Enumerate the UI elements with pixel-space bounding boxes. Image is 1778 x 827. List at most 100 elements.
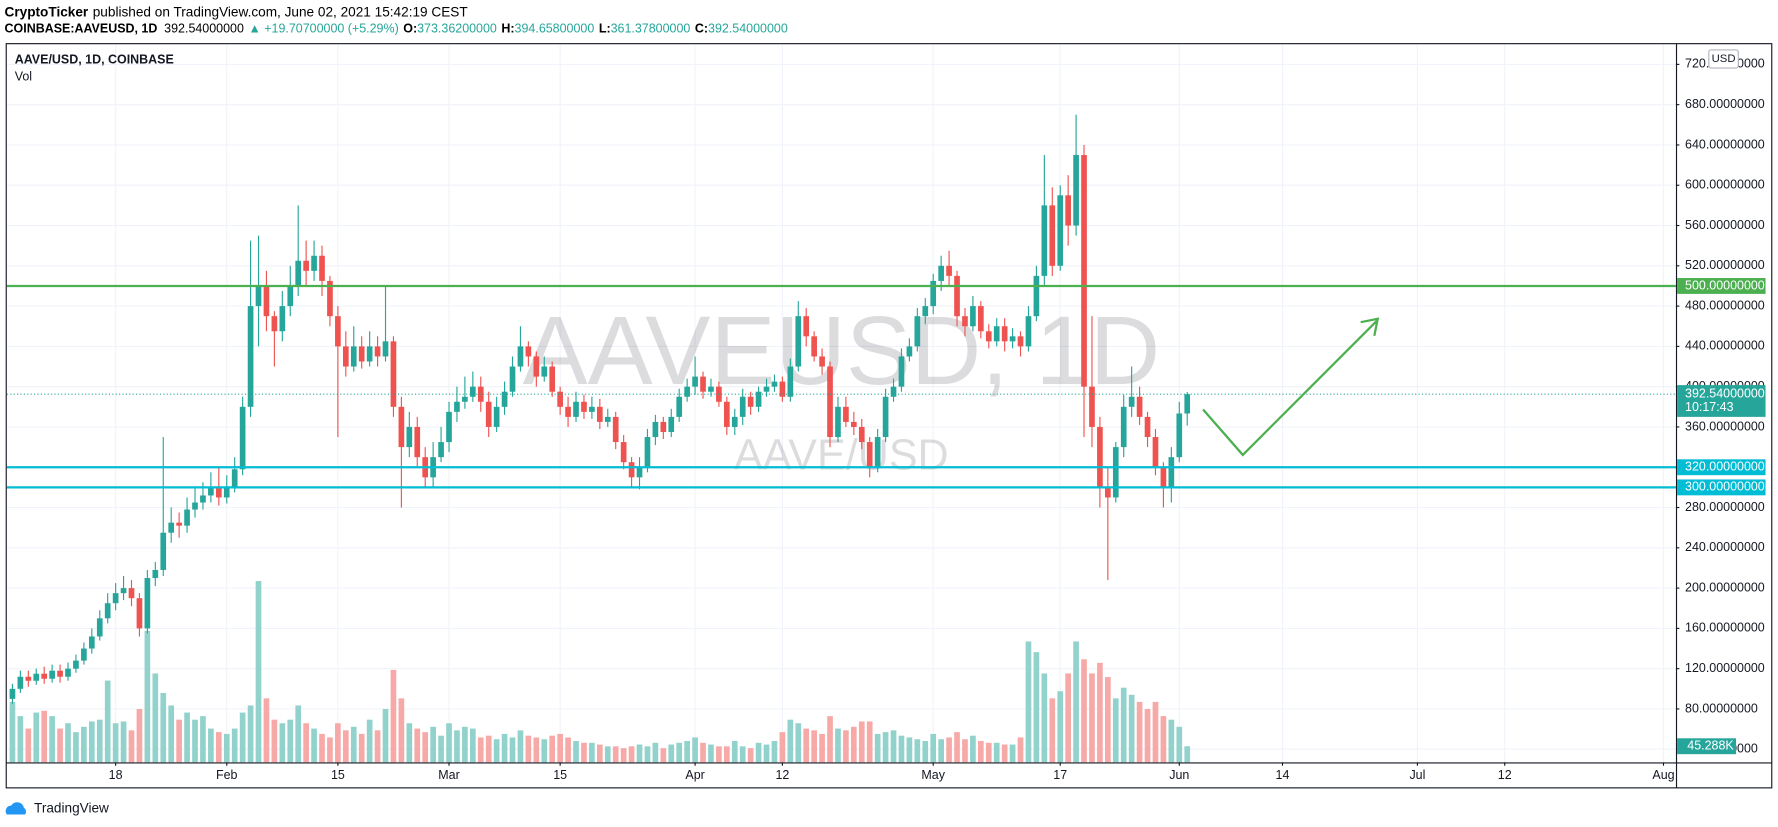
candle-body [144,578,151,629]
volume-bar [176,719,182,763]
legend-volume[interactable]: Vol [15,69,32,83]
level-label: 320.00000000 [1685,460,1765,474]
drawing-arrow [1202,317,1380,457]
candle-body [382,341,389,357]
volume-bar [604,746,611,763]
volume-bar [311,728,317,763]
symbol-line: COINBASE:AAVEUSD, 1D 392.54000000 ▲ +19.70… [5,22,788,36]
volume-bar [811,730,817,763]
candle-body [747,396,754,407]
candle-body [1136,396,1143,417]
candle-body [1184,394,1191,414]
candle-body [533,356,540,377]
footer-brand[interactable]: TradingView [34,800,109,815]
candle-body [604,416,611,422]
candle-body [914,316,921,347]
candle-body [589,406,595,412]
volume-bar [279,723,286,763]
x-tick-label: Apr [685,768,704,782]
currency[interactable]: USD [1712,53,1736,65]
candle-body [96,618,103,637]
candle-body [255,285,262,307]
candle-body [184,509,190,526]
level-label: 500.00000000 [1685,278,1765,292]
volume-bar [223,733,230,763]
watermark: AAVEUSD, 1D [523,296,1161,405]
candle-body [176,522,182,526]
volume-bar [692,737,698,763]
candle-body [1041,205,1048,276]
candle-body [1033,275,1040,317]
candle-body [1001,326,1008,342]
candle-body [358,346,365,362]
candle-body [1120,406,1127,448]
candle-body [168,522,175,533]
candle-body [811,336,817,357]
candle-body [835,406,841,438]
candle-body [239,406,246,470]
volume-bar [644,746,651,763]
volume-bar [787,719,794,763]
candle-body [1065,195,1071,226]
volume-bar [215,732,222,763]
candle-body [700,376,706,392]
volume-bar [612,746,619,763]
publish-line: CryptoTicker published on TradingView.com… [5,4,468,19]
candle-body [787,366,794,397]
ohlc-key: H: [501,22,514,36]
volume-bar [208,728,214,763]
volume-bar [239,712,246,763]
x-tick-label: 14 [1276,768,1290,782]
volume-bar [271,719,278,763]
plot-area [6,114,1676,763]
volume-bar [350,726,357,763]
volume-bar [835,728,841,763]
y-tick-label: 160.00000000 [1685,621,1765,635]
candle-body [970,306,976,327]
candle-body [112,593,119,604]
volume-bar [779,732,786,763]
volume-bar [120,721,127,763]
volume-bar [319,733,325,763]
volume-bar [565,737,571,763]
volume-bar [65,723,71,763]
volume-bar [1160,716,1167,763]
y-tick-label: 120.00000000 [1685,661,1765,675]
legend-title[interactable]: AAVE/USD, 1D, COINBASE [15,52,174,66]
candle-body [287,285,294,307]
header-change: ▲ +19.70700000 (+5.29%) [248,22,398,36]
candle-body [954,275,960,317]
volume-bar [731,741,738,763]
volume-bar [501,733,508,763]
candle-body [327,280,333,317]
candle-body [763,386,770,392]
volume-bar [1168,719,1175,763]
volume-bar [589,742,595,763]
volume-bar [763,744,770,763]
candle-body [843,406,849,422]
candle-body [469,386,476,397]
volume-bar [628,746,635,763]
candle-body [962,316,968,327]
ohlc-value: 361.37800000 [611,22,691,36]
candle-body [596,406,603,422]
candle-body [565,406,571,417]
volume-bar [898,735,905,763]
volume-bar [668,744,675,763]
candle-body [930,280,937,307]
volume-bar [366,719,373,763]
candle-body [779,381,786,397]
candle-body [636,467,643,478]
volume-bar [81,726,87,763]
volume-bar [382,709,389,763]
candle-body [1025,316,1032,347]
volume-bar [160,693,167,763]
candle-body [485,401,492,427]
candle-body [57,670,63,677]
candle-body [414,426,421,458]
currency-box[interactable] [1708,49,1739,69]
volume-bar [104,680,111,763]
candle-body [390,341,397,407]
ohlc-value: 373.36200000 [417,22,497,36]
candle-body [898,356,905,387]
